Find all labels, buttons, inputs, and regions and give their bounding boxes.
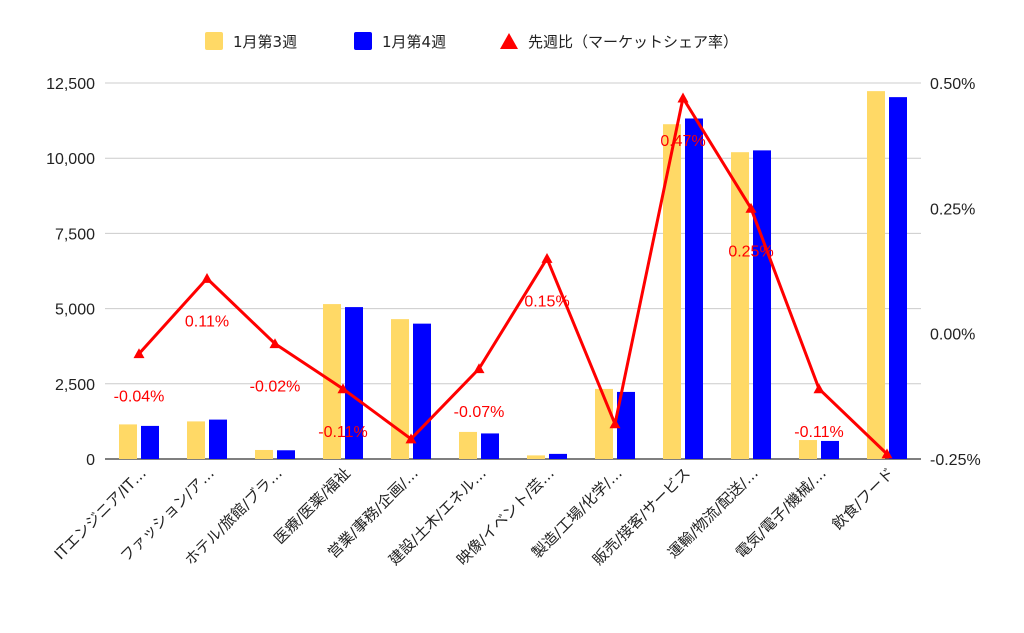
bar: [889, 97, 907, 459]
legend-marker-square: [205, 32, 223, 50]
bar: [731, 152, 749, 459]
legend-label: 1月第4週: [382, 33, 446, 51]
left-tick-label: 12,500: [46, 76, 95, 93]
left-tick-label: 5,000: [55, 302, 95, 319]
legend-label: 1月第3週: [233, 33, 297, 51]
bar: [481, 433, 499, 459]
bar: [459, 431, 477, 459]
bar: [753, 150, 771, 459]
right-tick-label: 0.50%: [930, 76, 975, 93]
line-marker: [813, 383, 825, 394]
data-label: 0.25%: [728, 243, 773, 260]
line-marker: [405, 433, 417, 444]
data-label: -0.11%: [794, 424, 844, 441]
left-tick-label: 0: [86, 452, 95, 469]
line-series: [137, 96, 889, 456]
data-label: -0.11%: [318, 424, 368, 441]
data-label: 0.47%: [660, 133, 705, 150]
line-marker: [745, 202, 757, 213]
bar: [867, 91, 885, 460]
left-tick-label: 10,000: [46, 151, 95, 168]
bar: [141, 425, 159, 459]
bar: [821, 440, 839, 459]
bar: [413, 323, 431, 459]
legend-marker-square: [354, 32, 372, 50]
bar: [119, 424, 137, 459]
line-marker: [337, 383, 349, 394]
line-marker: [609, 418, 621, 429]
line-marker: [473, 363, 485, 374]
bar: [527, 455, 545, 459]
data-label: -0.04%: [114, 389, 165, 406]
bar: [549, 453, 567, 459]
right-tick-label: -0.25%: [930, 452, 981, 469]
legend-label: 先週比（マーケットシェア率）: [528, 33, 738, 51]
category-label: 飲食/フード: [828, 464, 897, 533]
bar: [187, 421, 205, 459]
bar: [255, 449, 273, 459]
left-tick-label: 7,500: [55, 226, 95, 243]
line-marker: [269, 338, 281, 349]
left-tick-label: 2,500: [55, 377, 95, 394]
line-marker: [881, 448, 893, 459]
bar: [277, 450, 295, 459]
data-label: 0.15%: [524, 293, 569, 310]
bar: [799, 440, 817, 459]
data-label: 0.11%: [185, 314, 229, 331]
line-marker: [133, 348, 145, 359]
data-label: -0.07%: [454, 404, 505, 421]
right-tick-label: 0.00%: [930, 327, 975, 344]
right-tick-label: 0.25%: [930, 201, 975, 218]
line-marker: [201, 273, 213, 283]
bar: [617, 391, 635, 459]
data-label: -0.02%: [250, 379, 301, 396]
line-marker: [677, 92, 689, 103]
bar: [391, 319, 409, 459]
bar: [209, 419, 227, 459]
bar: [663, 124, 681, 460]
legend-marker-triangle: [500, 33, 518, 49]
bar: [345, 307, 363, 459]
bar: [685, 118, 703, 460]
line-marker: [541, 252, 553, 263]
